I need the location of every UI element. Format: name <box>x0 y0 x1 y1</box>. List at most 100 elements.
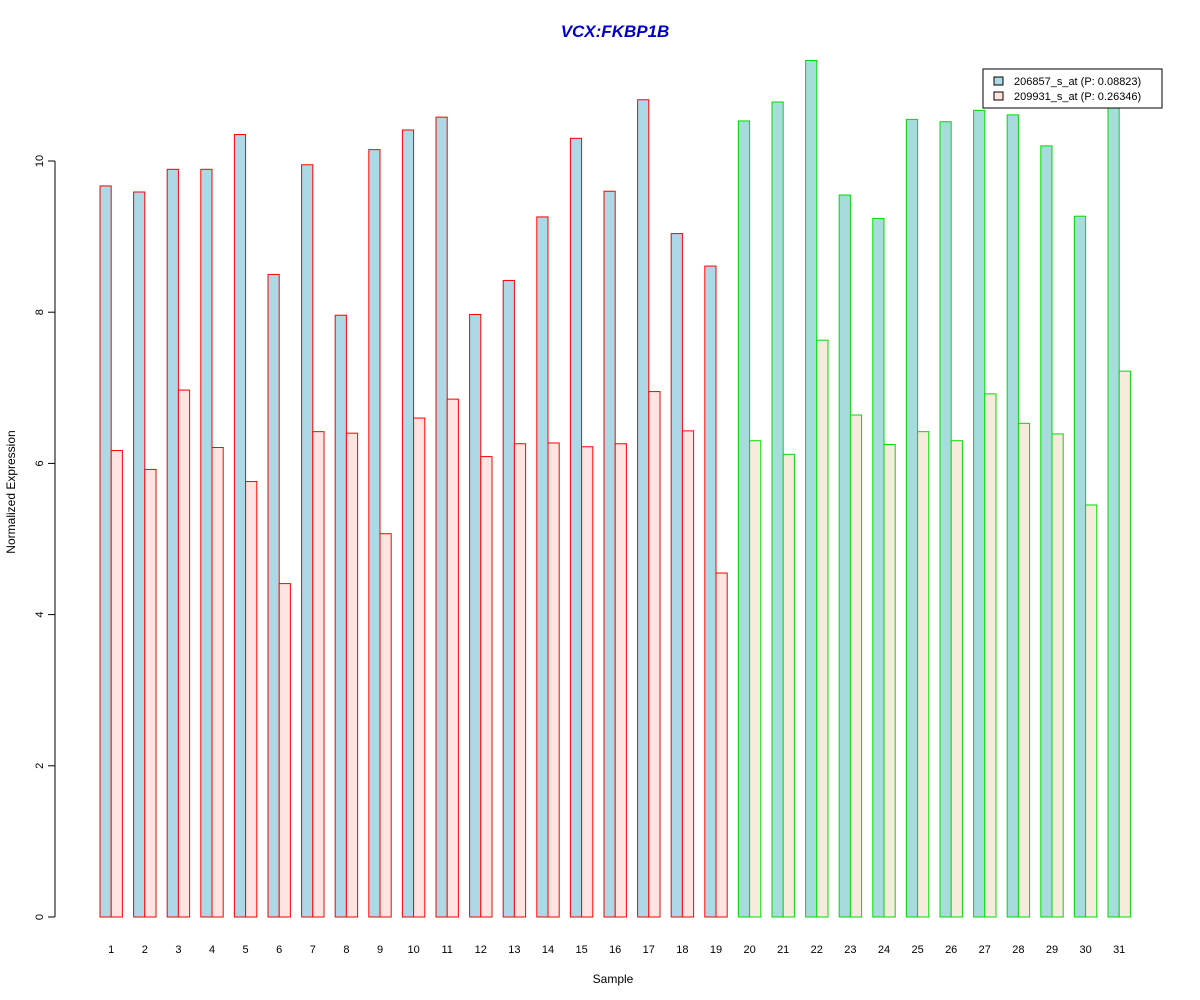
bar-series-2 <box>1051 433 1064 918</box>
x-tick-label: 25 <box>911 944 923 956</box>
bar-series-2 <box>1118 370 1131 918</box>
x-tick-label: 1 <box>108 944 114 956</box>
x-tick-label: 27 <box>979 944 991 956</box>
bar-series-1 <box>771 101 784 918</box>
bar-series-2 <box>547 442 560 918</box>
x-tick-label: 26 <box>945 944 957 956</box>
bar-series-1 <box>301 164 314 918</box>
bar-series-1 <box>166 168 179 918</box>
bar-series-1 <box>368 149 381 918</box>
bar-series-2 <box>345 432 359 918</box>
bar-series-2 <box>278 583 291 918</box>
bar-series-1 <box>939 121 952 918</box>
bar-series-2 <box>1017 422 1031 918</box>
x-tick-label: 14 <box>542 944 554 956</box>
bar-series-1 <box>1006 114 1019 918</box>
bar-series-1 <box>469 313 482 918</box>
legend-swatch <box>993 76 1004 86</box>
bar-series-2 <box>413 417 426 918</box>
x-tick-label: 29 <box>1046 944 1058 956</box>
bar-series-2 <box>648 391 661 918</box>
x-tick-label: 18 <box>676 944 688 956</box>
x-tick-label: 21 <box>777 944 789 956</box>
x-tick-label: 6 <box>276 944 282 956</box>
legend-label: 206857_s_at (P: 0.08823) <box>1014 76 1141 88</box>
bar-series-1 <box>872 217 885 918</box>
bar-series-1 <box>737 120 751 918</box>
bar-series-2 <box>513 443 527 918</box>
bar-series-1 <box>569 137 583 918</box>
bar-series-1 <box>838 194 851 918</box>
legend: 206857_s_at (P: 0.08823) 209931_s_at (P: … <box>982 68 1163 109</box>
bar-series-1 <box>233 134 247 918</box>
x-tick-label: 5 <box>243 944 249 956</box>
chart-title: VCX:FKBP1B <box>561 22 670 41</box>
y-axis-title: Normalized Expression <box>4 430 18 553</box>
bar-series-2 <box>211 447 224 918</box>
bar-series-1 <box>1073 215 1087 918</box>
bar-series-2 <box>379 533 392 918</box>
bar-series-1 <box>905 118 919 918</box>
bar-series-2 <box>312 431 325 918</box>
bar-series-2 <box>715 572 728 918</box>
x-tick-label: 16 <box>609 944 621 956</box>
bar-series-2 <box>614 443 627 918</box>
y-tick-label: 2 <box>34 763 46 769</box>
bar-series-1 <box>670 233 683 918</box>
x-tick-label: 10 <box>407 944 419 956</box>
bar-series-2 <box>984 393 997 918</box>
x-axis-title: Sample <box>593 972 634 986</box>
y-tick-label: 10 <box>34 155 46 167</box>
bar-series-2 <box>446 398 459 918</box>
bar-series-2 <box>681 430 695 918</box>
bar-series-1 <box>805 59 818 918</box>
bar-series-1 <box>435 116 448 918</box>
x-tick-label: 28 <box>1012 944 1024 956</box>
legend-label: 209931_s_at (P: 0.26346) <box>1014 91 1141 103</box>
x-tick-label: 17 <box>643 944 655 956</box>
x-tick-labels: 1 2 3 4 5 6 7 8 9 10 11 12 13 14 15 16 17 18 19 20 21 22 23 24 2… <box>108 944 1125 956</box>
legend-box <box>982 68 1163 109</box>
y-tick-label: 8 <box>34 309 46 315</box>
bar-series-2 <box>950 440 963 918</box>
bar-series-2 <box>782 453 795 918</box>
y-tick-label: 0 <box>34 914 46 920</box>
bar-series-2 <box>749 440 762 918</box>
x-tick-label: 13 <box>508 944 520 956</box>
bar-series-2 <box>144 468 157 918</box>
x-tick-label: 30 <box>1079 944 1091 956</box>
bar-series-2 <box>849 414 863 918</box>
x-tick-label: 15 <box>575 944 587 956</box>
bar-series-1 <box>536 216 549 918</box>
x-tick-label: 3 <box>175 944 181 956</box>
bar-series-2 <box>917 431 930 918</box>
x-tick-label: 23 <box>844 944 856 956</box>
bar-series-2 <box>1085 504 1098 918</box>
bar-series-2 <box>177 389 191 918</box>
x-tick-label: 24 <box>878 944 890 956</box>
x-tick-label: 9 <box>377 944 383 956</box>
bar-series-1 <box>334 314 347 918</box>
bar-series-2 <box>816 339 829 918</box>
x-tick-label: 4 <box>209 944 215 956</box>
bars-group <box>99 59 1131 918</box>
bar-series-1 <box>502 279 515 918</box>
bar-series-1 <box>1107 103 1120 918</box>
bar-series-1 <box>603 190 616 918</box>
x-tick-label: 2 <box>142 944 148 956</box>
bar-series-1 <box>200 168 213 918</box>
bar-series-1 <box>637 99 650 918</box>
bar-series-1 <box>401 129 415 918</box>
bar-series-2 <box>110 450 123 918</box>
bar-series-2 <box>245 481 258 918</box>
bar-series-2 <box>581 446 594 918</box>
bar-series-1 <box>267 273 280 918</box>
x-tick-label: 22 <box>811 944 823 956</box>
bar-series-1 <box>704 265 717 918</box>
x-tick-label: 19 <box>710 944 722 956</box>
legend-swatch <box>993 91 1004 101</box>
bar-series-1 <box>973 109 986 918</box>
y-tick-label: 4 <box>34 612 46 618</box>
